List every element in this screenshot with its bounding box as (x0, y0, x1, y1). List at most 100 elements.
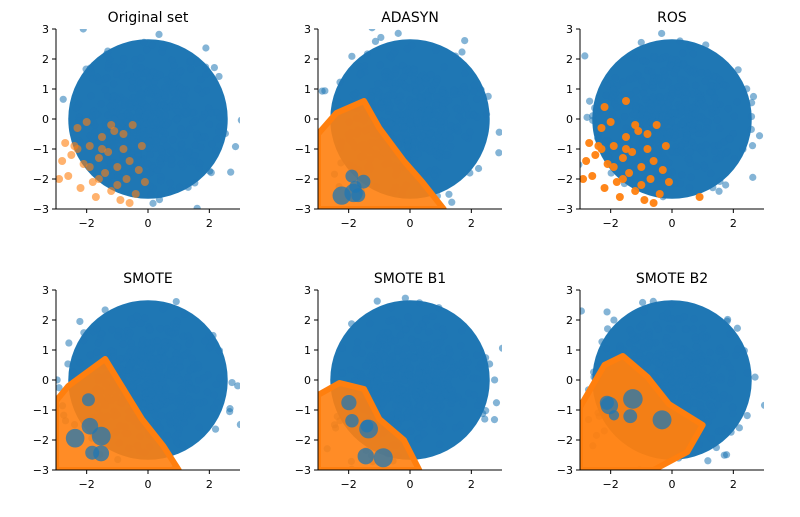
majority-point (673, 148, 681, 156)
minority-point (140, 178, 149, 186)
majority-point (424, 92, 432, 100)
majority-point (110, 80, 118, 88)
x-tick-label: 0 (145, 217, 152, 230)
majority-point (362, 362, 370, 370)
majority-point (399, 397, 407, 405)
majority-point (205, 120, 213, 129)
majority-point (717, 150, 725, 159)
majority-point (207, 168, 215, 177)
majority-point (645, 339, 654, 347)
x-tick-label: 2 (730, 478, 737, 491)
subplot-title: SMOTE B1 (374, 271, 446, 287)
majority-point (688, 90, 697, 98)
majority-point (146, 89, 154, 98)
majority-point (338, 369, 347, 378)
y-tick-label: −1 (557, 404, 573, 417)
majority-point (147, 386, 155, 395)
majority-point (679, 372, 687, 380)
majority-point (457, 342, 465, 350)
majority-point (662, 361, 670, 369)
minority-point (61, 139, 70, 147)
majority-point (367, 352, 375, 360)
y-tick-label: −3 (557, 203, 573, 216)
majority-point (432, 339, 440, 347)
majority-point (479, 409, 487, 418)
majority-point (431, 111, 439, 119)
majority-point (654, 145, 662, 153)
x-tick-label: 2 (206, 478, 213, 491)
majority-point (115, 104, 123, 112)
majority-point (439, 218, 446, 225)
majority-point (47, 157, 54, 164)
majority-point (495, 149, 502, 157)
majority-point (195, 377, 203, 385)
majority-point (701, 409, 709, 417)
majority-point (713, 82, 721, 90)
majority-point (114, 172, 122, 180)
y-tick-label: 2 (566, 53, 573, 66)
majority-point (667, 118, 675, 126)
majority-point (216, 122, 224, 131)
majority-point (703, 69, 711, 77)
x-tick-label: 2 (468, 478, 475, 491)
majority-point (755, 132, 764, 140)
majority-point (133, 312, 141, 320)
majority-point (191, 117, 199, 125)
majority-point (59, 95, 67, 103)
majority-point (710, 390, 719, 399)
majority-point (677, 141, 686, 149)
minority-point (640, 196, 649, 204)
majority-point (151, 411, 159, 419)
series-majority (47, 29, 240, 209)
majority-point (435, 304, 443, 312)
majority-point (351, 377, 359, 385)
majority-point (408, 384, 416, 392)
majority-point (193, 59, 201, 67)
majority-point (620, 113, 629, 121)
majority-point (237, 116, 240, 124)
majority-point (704, 457, 712, 465)
majority-point (168, 392, 176, 401)
majority-point (672, 124, 680, 132)
majority-point (417, 374, 425, 382)
majority-point (434, 384, 443, 393)
majority-point (126, 135, 135, 143)
majority-point (93, 324, 101, 333)
majority-point (146, 182, 154, 191)
majority-point (394, 29, 402, 37)
majority-point (663, 333, 671, 342)
minority-point (116, 196, 125, 204)
majority-point (730, 260, 737, 267)
majority-point (117, 112, 125, 121)
majority-point (463, 104, 471, 112)
majority-point (205, 332, 213, 340)
majority-point (646, 99, 654, 108)
y-tick-label: −1 (295, 404, 311, 417)
plot-area (47, 29, 240, 209)
majority-point (75, 117, 83, 125)
y-tick-label: 1 (304, 83, 311, 96)
majority-point (422, 123, 430, 132)
majority-point (137, 352, 145, 360)
majority-point (146, 403, 154, 412)
gap-mark (81, 393, 95, 407)
majority-point (430, 170, 438, 178)
majority-point (692, 360, 700, 368)
gap-mark (345, 414, 359, 428)
majority-point (410, 156, 418, 164)
majority-point (334, 98, 342, 106)
majority-point (604, 152, 612, 160)
majority-point (149, 373, 158, 381)
majority-point (461, 37, 469, 45)
majority-point (400, 128, 408, 137)
minority-point (634, 127, 643, 135)
majority-point (168, 72, 176, 80)
majority-point (723, 359, 731, 367)
gap-mark (341, 395, 357, 411)
majority-point (385, 118, 393, 126)
majority-point (184, 373, 192, 381)
majority-point (713, 116, 721, 124)
subplot-ros: −3 −2 −1 0 1 2 3 −2 0 2 ROS (557, 10, 764, 230)
gap-mark (93, 445, 110, 462)
majority-point (179, 332, 187, 341)
